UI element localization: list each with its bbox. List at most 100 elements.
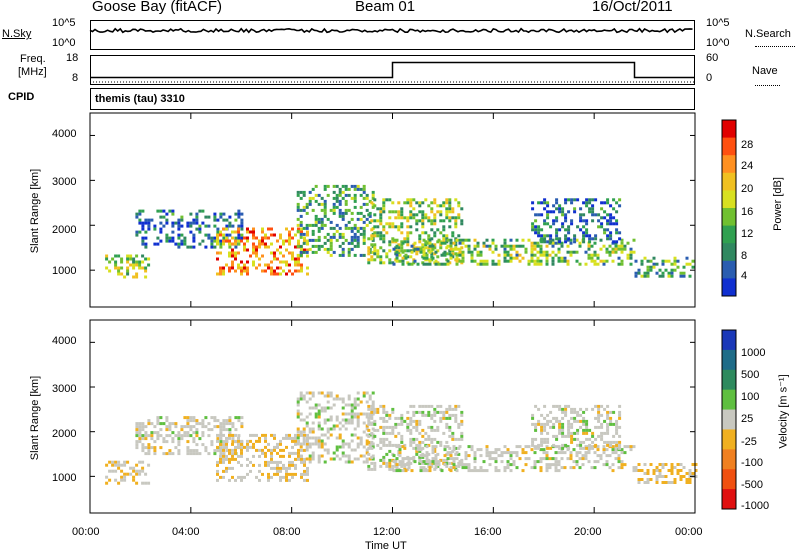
echo-cell	[445, 461, 449, 465]
echo-cell	[494, 469, 498, 473]
echo-cell	[539, 262, 543, 266]
echo-cell	[421, 243, 425, 247]
echo-cell	[655, 262, 659, 266]
echo-cell	[117, 460, 121, 464]
echo-cell	[267, 266, 270, 270]
echo-cell	[540, 240, 544, 244]
echo-cell	[329, 406, 333, 410]
echo-cell	[114, 478, 118, 482]
echo-cell	[404, 463, 408, 467]
echo-cell	[448, 207, 452, 211]
echo-cell	[427, 425, 431, 429]
echo-cell	[329, 208, 333, 212]
echo-cell	[162, 452, 166, 456]
echo-cell	[403, 216, 407, 220]
echo-cell	[317, 220, 321, 224]
echo-cell	[365, 223, 369, 227]
echo-cell	[311, 442, 315, 446]
echo-cell	[409, 201, 413, 205]
echo-cell	[296, 229, 300, 233]
echo-cell	[428, 238, 432, 242]
echo-cell	[415, 201, 419, 205]
echo-cell	[539, 250, 543, 254]
echo-cell	[427, 204, 431, 208]
echo-cell	[317, 391, 321, 395]
echo-cell	[564, 443, 568, 447]
echo-cell	[425, 241, 429, 245]
echo-cell	[258, 478, 261, 482]
echo-cell	[655, 466, 659, 469]
echo-cell	[302, 427, 306, 431]
echo-cell	[554, 253, 558, 257]
echo-cell	[582, 237, 586, 241]
echo-cell	[347, 418, 351, 422]
echo-cell	[291, 227, 294, 231]
echo-cell	[362, 460, 366, 464]
echo-cell	[563, 259, 567, 263]
echo-cell	[464, 457, 468, 461]
echo-cell	[326, 451, 330, 455]
echo-cell	[445, 213, 449, 217]
echo-cell	[539, 457, 543, 461]
echo-cell	[308, 223, 312, 227]
echo-cell	[261, 227, 264, 231]
echo-cell	[273, 445, 276, 449]
echo-cell	[415, 213, 419, 217]
echo-cell	[261, 254, 264, 258]
echo-cell	[452, 457, 456, 461]
echo-cell	[401, 457, 405, 461]
echo-cell	[425, 460, 429, 464]
echo-cell	[445, 210, 449, 214]
echo-cell	[270, 272, 273, 276]
echo-cell	[646, 478, 650, 481]
echo-cell	[398, 259, 402, 263]
echo-cell	[144, 431, 148, 435]
echo-cell	[279, 236, 282, 240]
echo-cell	[578, 241, 582, 245]
echo-cell	[454, 452, 458, 456]
echo-cell	[497, 262, 501, 266]
echo-cell	[451, 249, 455, 253]
echo-cell	[415, 428, 419, 432]
echo-cell	[222, 242, 225, 246]
echo-cell	[379, 258, 383, 262]
echo-cell	[597, 213, 601, 217]
echo-cell	[362, 394, 366, 398]
echo-cell	[219, 448, 222, 452]
echo-cell	[418, 449, 422, 453]
echo-cell	[373, 234, 377, 238]
echo-cell	[249, 230, 252, 234]
echo-cell	[582, 446, 586, 450]
echo-cell	[379, 219, 383, 223]
echo-cell	[264, 460, 267, 464]
echo-cell	[582, 213, 586, 217]
echo-cell	[579, 228, 583, 232]
echo-cell	[694, 469, 698, 472]
echo-cell	[177, 434, 181, 438]
echo-cell	[159, 215, 163, 219]
echo-cell	[452, 445, 456, 449]
echo-cell	[264, 245, 267, 249]
echo-cell	[506, 466, 510, 470]
echo-cell	[153, 227, 157, 231]
echo-cell	[416, 445, 420, 449]
echo-cell	[503, 241, 507, 245]
echo-cell	[174, 422, 178, 426]
echo-cell	[326, 247, 330, 251]
echo-cell	[338, 211, 342, 215]
echo-cell	[540, 428, 544, 432]
power-colorbar-label: Power [dB]	[772, 177, 784, 231]
echo-cell	[436, 404, 440, 408]
echo-cell	[572, 448, 576, 452]
echo-cell	[566, 259, 570, 263]
echo-cell	[599, 259, 603, 263]
echo-cell	[606, 443, 610, 447]
echo-cell	[455, 469, 459, 473]
echo-cell	[543, 222, 547, 226]
echo-cell	[473, 247, 477, 251]
echo-cell	[567, 434, 571, 438]
echo-cell	[567, 210, 571, 214]
echo-cell	[114, 469, 118, 473]
echo-cell	[430, 464, 434, 468]
